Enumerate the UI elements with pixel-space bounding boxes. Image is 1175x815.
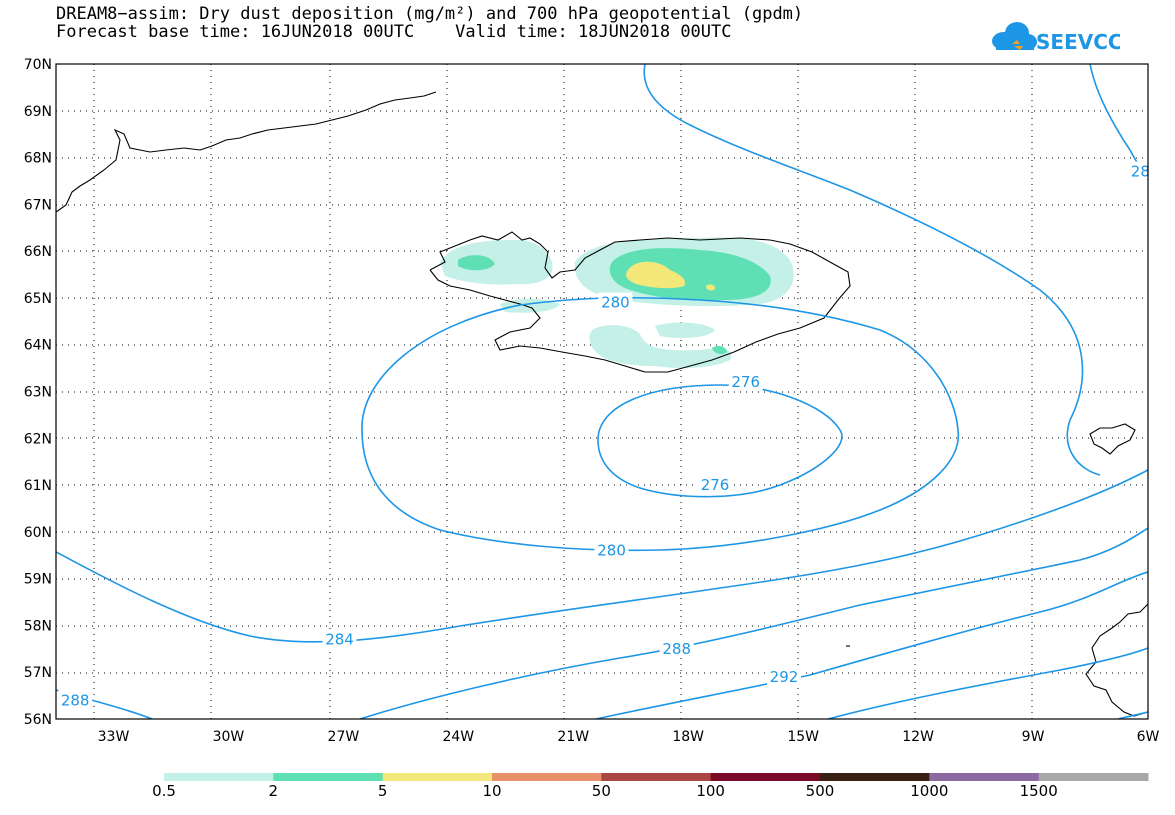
lat-label: 57N [24,665,52,681]
lon-label: 6W [1137,729,1160,745]
contour-label-bg [767,666,801,685]
contour-label: 288 [61,691,90,709]
lon-label: 21W [557,729,589,745]
lat-label: 64N [24,338,52,354]
coast-iceland [429,231,851,373]
colorbar-label: 10 [482,782,502,800]
coast-greenland [56,91,437,213]
seevccc-logo: SEEVCCC [992,22,1120,54]
colorbar-swatch [382,773,493,781]
lat-label: 61N [24,478,52,494]
colorbar-label: 1000 [910,782,949,800]
contour-label-bg [1128,161,1148,180]
lat-label: 65N [24,291,52,307]
map-title: DREAM8−assim: Dry dust deposition (mg/m²… [56,4,804,24]
contour-label: 276 [731,373,760,391]
lat-label: 60N [24,525,52,541]
forecast-times: Forecast base time: 16JUN2018 00UTC Vali… [56,22,732,42]
lon-label: 33W [98,729,130,745]
colorbar-swatch [601,773,712,781]
colorbar [164,773,1149,781]
coast-faroe [1089,423,1136,455]
colorbar-swatch [929,773,1040,781]
contour-labels: 280 276 276 280 284 288 292 288 28 [58,161,1150,709]
dust-area-mid-west [458,255,495,271]
lat-label: 70N [24,57,52,73]
map-frame [55,63,1149,720]
dust-area-high [626,261,686,289]
contour-288 [359,527,1148,719]
contour-label: 280 [597,542,626,560]
colorbar-swatch [1038,773,1149,781]
lon-label: 27W [328,729,360,745]
logo-text: SEEVCCC [1036,30,1120,54]
contour-284-north [643,64,1101,476]
lat-label: 66N [24,244,52,260]
colorbar-swatch [710,773,821,781]
colorbar-label: 5 [377,782,388,800]
dust-area-low-south [589,325,732,368]
cloud-logo-icon [992,22,1037,50]
dust-area-low-se [655,322,715,338]
coast-scotland [1085,603,1148,717]
contour-label: 28 [1131,163,1150,181]
colorbar-label: 1500 [1019,782,1058,800]
lon-label: 12W [902,729,934,745]
contour-se-300 [1117,711,1148,719]
colorbar-label: 100 [696,782,725,800]
graticule [56,64,1148,719]
colorbar-swatch [273,773,384,781]
contour-276 [597,384,843,498]
contour-label: 276 [701,476,730,494]
contour-label-bg [58,690,93,709]
contour-280 [361,296,960,552]
contour-label-bg [598,292,633,311]
coastlines [56,91,1148,717]
contour-label: 292 [770,668,799,686]
contour-label: 284 [325,630,354,648]
lon-label: 15W [787,729,819,745]
colorbar-label: 500 [805,782,835,800]
lat-label: 68N [24,151,52,167]
contour-label-bg [594,540,629,559]
lat-label: 63N [24,385,52,401]
contour-284 [56,469,1148,643]
longitude-labels: 33W 30W 27W 24W 21W 18W 15W 12W 9W 6W [98,729,1160,745]
colorbar-swatch [164,773,274,781]
colorbar-swatch [492,773,602,781]
contour-label-bg [728,372,763,391]
contour-label-bg [698,475,733,494]
lon-label: 18W [672,729,704,745]
dust-area-mid-north [609,248,771,301]
contour-label-bg [659,638,694,657]
lat-label: 58N [24,618,52,634]
lon-label: 24W [442,729,474,745]
dust-area-mid-south [712,345,727,355]
lat-label: 67N [24,197,52,213]
colorbar-label: 50 [591,782,611,800]
geopotential-contours [56,64,1148,719]
colorbar-label: 2 [268,782,279,800]
lon-label: 9W [1022,729,1045,745]
lat-label: 59N [24,572,52,588]
dust-area-high-small [706,284,716,291]
lon-label: 30W [213,729,245,745]
contour-label: 280 [601,294,630,312]
colorbar-swatch [820,773,930,781]
contour-296 [827,647,1148,719]
lat-label: 62N [24,431,52,447]
contour-292 [595,571,1148,719]
lat-label: 56N [24,712,52,728]
lat-label: 69N [24,104,52,120]
colorbar-label: 0.5 [152,782,176,800]
dust-area-low-west [440,239,553,285]
contour-label: 288 [662,640,691,658]
contour-label-bg [322,629,357,648]
latitude-labels: 70N 69N 68N 67N 66N 65N 64N 63N 62N 61N 60N 59N 58N 5… [24,57,52,728]
